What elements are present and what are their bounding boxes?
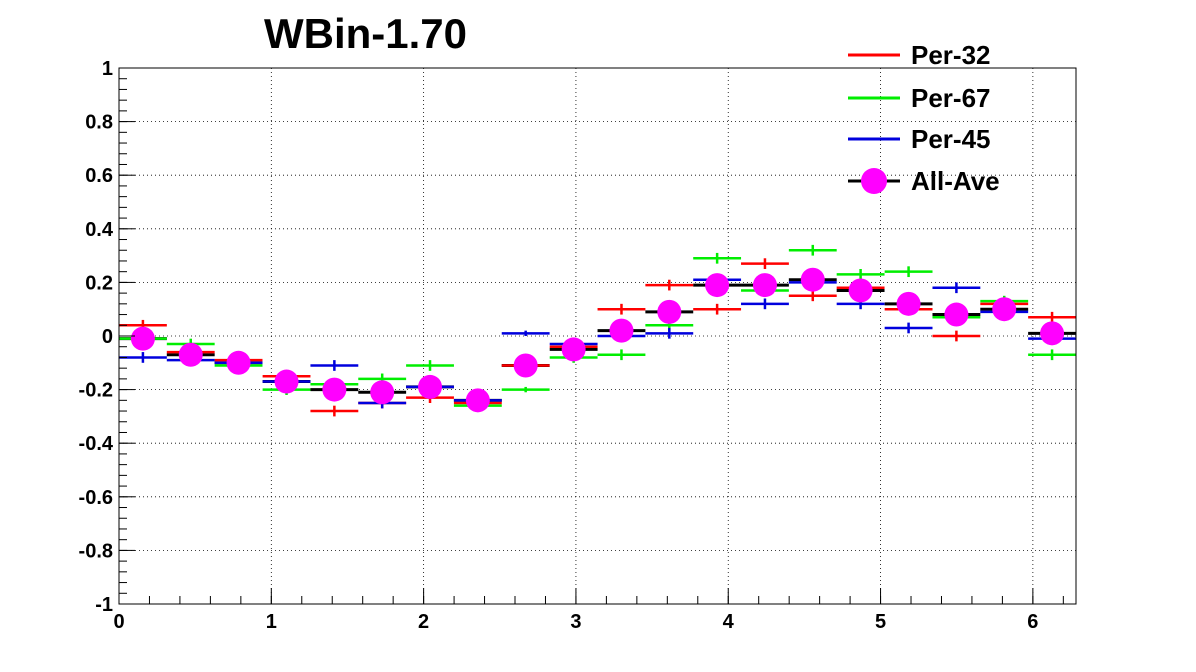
point-all-ave (609, 318, 634, 343)
x-tick-label: 3 (570, 611, 581, 633)
y-tick-label: 0.2 (85, 272, 113, 294)
x-tick-label: 1 (266, 611, 277, 633)
point-all-ave (657, 299, 682, 324)
axes: -1 -0.8 -0.6 -0.4 -0.2 0 0.2 0.4 0.6 0.8 1 0 1 2 3 4 5 6 (79, 58, 1064, 633)
point-all-ave (752, 273, 777, 298)
series-layer (118, 244, 1076, 417)
point-all-ave (896, 291, 921, 316)
legend-label-per-45: Per-45 (911, 124, 991, 154)
chart-title: WBin-1.70 (264, 10, 467, 57)
y-tick-label: 0 (102, 326, 113, 348)
legend-item-per-67: Per-67 (848, 83, 991, 113)
y-tick-label: 0.6 (85, 165, 113, 187)
point-all-ave (370, 380, 395, 405)
point-all-ave (848, 278, 873, 303)
grid (119, 68, 1076, 604)
point-all-ave (944, 302, 969, 327)
point-all-ave (226, 350, 251, 375)
y-tick-label: -0.2 (79, 380, 113, 402)
x-tick-label: 6 (1027, 611, 1038, 633)
point-all-ave (130, 326, 155, 351)
y-tick-label: -0.6 (79, 487, 113, 509)
point-all-ave (178, 342, 203, 367)
y-tick-label: -0.4 (79, 433, 114, 455)
y-tick-label: -0.8 (79, 540, 113, 562)
legend-label-all-ave: All-Ave (911, 166, 1000, 196)
legend-item-all-ave: All-Ave (848, 166, 1000, 196)
x-tick-label: 2 (418, 611, 429, 633)
series-all-ave-points (130, 267, 1065, 413)
point-all-ave (992, 297, 1017, 322)
legend-item-per-45: Per-45 (848, 124, 991, 154)
x-tick-label: 5 (875, 611, 886, 633)
legend: Per-32 Per-67 Per-45 All-Ave (848, 40, 1000, 196)
y-tick-label: -1 (95, 594, 113, 616)
legend-label-per-67: Per-67 (911, 83, 991, 113)
legend-label-per-32: Per-32 (911, 40, 991, 70)
y-tick-label: 0.8 (85, 112, 113, 134)
point-all-ave (322, 377, 347, 402)
point-all-ave (418, 374, 443, 399)
legend-item-per-32: Per-32 (848, 40, 991, 70)
point-all-ave (274, 369, 299, 394)
point-all-ave (561, 337, 586, 362)
y-tick-label: 1 (102, 58, 113, 80)
y-tick-label: 0.4 (85, 219, 114, 241)
point-all-ave (800, 267, 825, 292)
point-all-ave (705, 273, 730, 298)
x-tick-label: 0 (113, 611, 124, 633)
point-all-ave (513, 353, 538, 378)
x-tick-label: 4 (723, 611, 735, 633)
point-all-ave (465, 388, 490, 413)
point-all-ave (1040, 321, 1065, 346)
legend-swatch-all-ave (861, 168, 887, 194)
